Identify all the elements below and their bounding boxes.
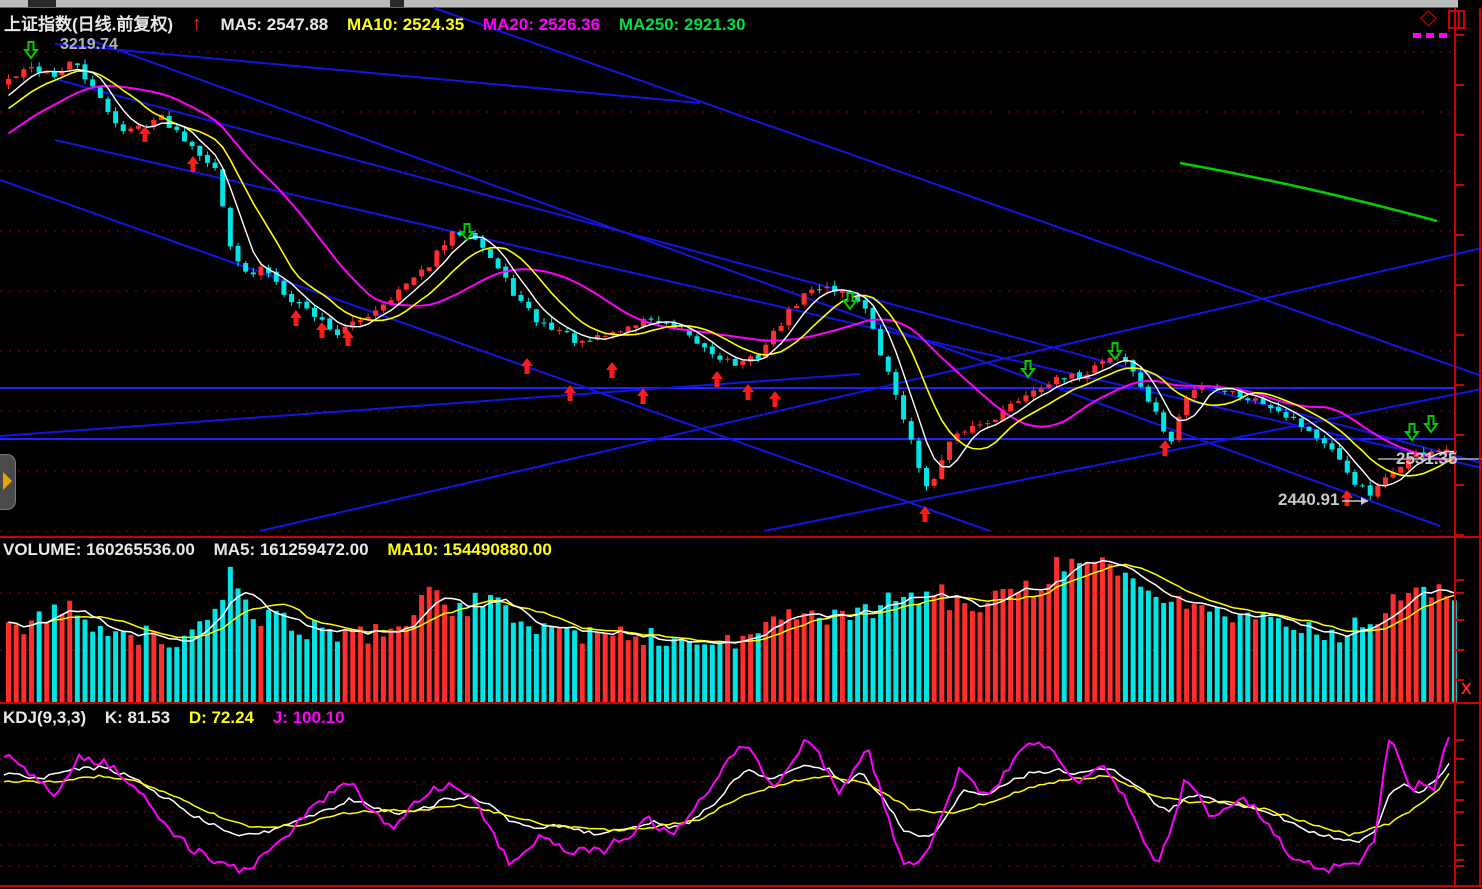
magenta-dashes-icon xyxy=(1413,33,1447,38)
ma20-value: MA20: 2526.36 xyxy=(482,15,601,34)
kdj-header: KDJ(9,3,3) K: 81.53 D: 72.24 J: 100.10 xyxy=(3,708,359,728)
period-low-label: 2440.91 xyxy=(1278,490,1340,509)
strip-notch xyxy=(28,0,56,7)
strip-notch xyxy=(390,0,404,7)
ma10-value: MA10: 2524.35 xyxy=(346,15,465,34)
volume-ma10-value: MA10: 154490880.00 xyxy=(387,540,552,559)
split-window-divider xyxy=(1458,12,1460,27)
kdj-j-value: J: 100.10 xyxy=(272,708,345,727)
symbol-title: 上证指数(日线.前复权) xyxy=(4,15,174,34)
last-close-label: 2531.35 xyxy=(1396,449,1458,468)
ma250-value: MA250: 2921.30 xyxy=(618,15,746,34)
kdj-k-value: K: 81.53 xyxy=(104,708,171,727)
split-window-icon[interactable] xyxy=(1448,10,1465,29)
period-high-label: 3219.74 xyxy=(60,36,118,53)
up-arrow-icon: ↑ xyxy=(191,13,202,35)
diamond-tool-icon[interactable]: ◇ xyxy=(1420,4,1437,29)
right-triangle-icon xyxy=(3,472,12,490)
volume-value: VOLUME: 160265536.00 xyxy=(3,540,195,559)
kdj-d-value: D: 72.24 xyxy=(188,708,255,727)
expand-sidebar-handle[interactable] xyxy=(0,454,16,510)
kdj-name: KDJ(9,3,3) xyxy=(3,708,87,727)
main-chart-header: 上证指数(日线.前复权) ↑ MA5: 2547.88 MA10: 2524.3… xyxy=(4,10,759,36)
ma5-value: MA5: 2547.88 xyxy=(220,15,329,34)
window-top-strip xyxy=(0,0,1458,8)
volume-header: VOLUME: 160265536.00 MA5: 161259472.00 M… xyxy=(3,540,566,560)
close-indicator-pane-button[interactable]: X xyxy=(1461,681,1472,698)
volume-ma5-value: MA5: 161259472.00 xyxy=(213,540,369,559)
